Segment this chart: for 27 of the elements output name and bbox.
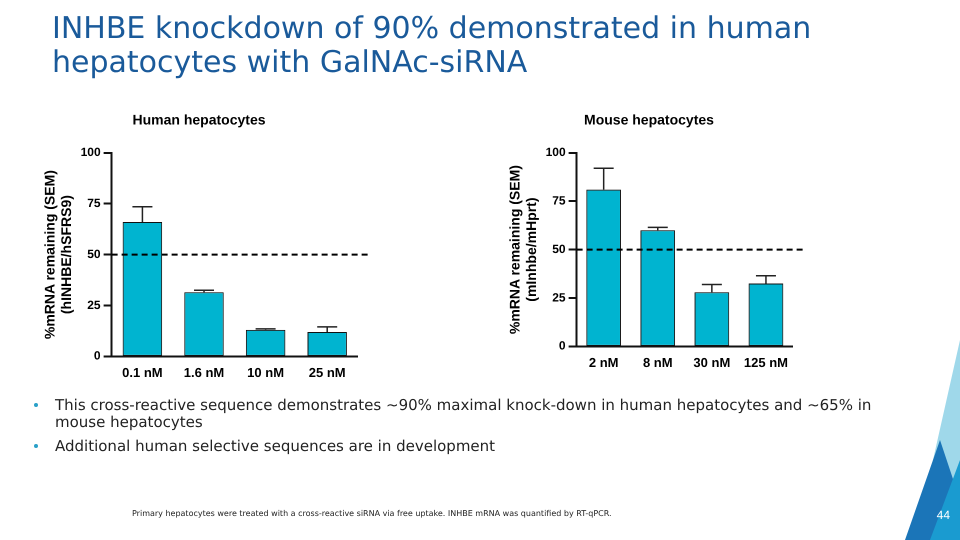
x-tick-label: 125 nM — [744, 354, 788, 370]
chart-title: Mouse hepatocytes — [584, 111, 714, 128]
y-axis-title: %mRNA remaining (SEM) (mInhbe/mHprt) — [506, 165, 540, 334]
y-tick-label: 25 — [87, 298, 101, 312]
y-tick-label: 0 — [558, 338, 566, 353]
text: INHBE knockdown of 90% demonstrated in human hepatocytes with GalNAc-siRNA — [52, 11, 812, 80]
x-tick-label: 2 nM — [588, 354, 618, 370]
y-tick-label: 0 — [94, 348, 101, 363]
y-tick-label: 25 — [552, 290, 566, 304]
y-tick-label: 100 — [80, 145, 101, 160]
x-tick-label: 25 nM — [308, 364, 346, 380]
x-tick-label: 0.1 nM — [122, 364, 163, 380]
x-tick-label: 10 nM — [247, 364, 284, 380]
y-tick-label: 75 — [87, 196, 101, 210]
y-tick-label: 75 — [552, 194, 566, 208]
text: Additional human selective sequences are in development — [55, 437, 496, 455]
y-tick-label: 100 — [546, 145, 566, 160]
text: 44 — [936, 508, 950, 522]
x-tick-label: 1.6 nM — [184, 364, 224, 380]
y-tick-label: 50 — [552, 242, 566, 256]
x-tick-label: 8 nM — [642, 354, 673, 370]
text: This cross-reactive sequence demonstrates ~90% maximal knock-down in human hepatocytes and ~65% in mouse hepatocytes — [55, 396, 872, 431]
y-axis-title: %mRNA remaining (SEM) (hINHBE/hSFRS9) — [41, 170, 74, 340]
x-tick-label: 30 nM — [693, 354, 730, 370]
y-tick-label: 50 — [87, 246, 101, 261]
chart-title: Human hepatocytes — [132, 111, 266, 128]
text: Primary hepatocytes were treated with a cross-reactive siRNA via free uptake. INHBE mRNA was quantified by RT-qPCR. — [132, 509, 612, 518]
